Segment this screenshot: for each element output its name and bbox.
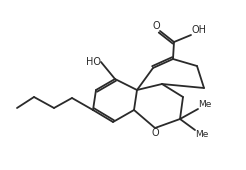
- Text: Me: Me: [198, 100, 211, 109]
- Text: O: O: [152, 21, 160, 31]
- Text: O: O: [151, 128, 159, 138]
- Text: Me: Me: [195, 130, 208, 139]
- Text: OH: OH: [191, 25, 206, 35]
- Text: HO: HO: [86, 57, 101, 67]
